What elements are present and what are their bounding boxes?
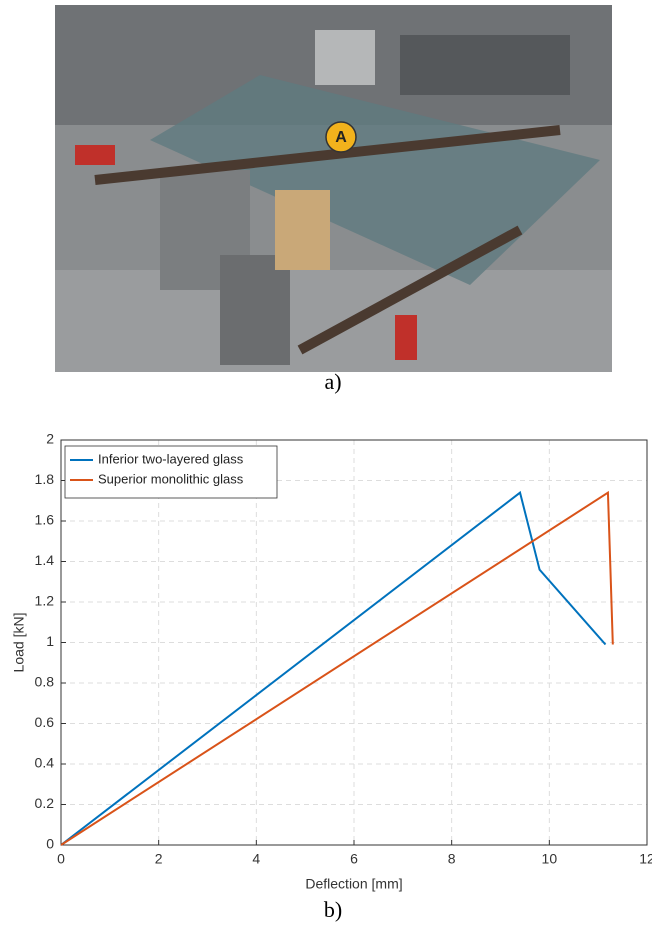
legend-label: Inferior two-layered glass (98, 451, 244, 466)
y-tick-label: 0.8 (35, 674, 55, 690)
x-tick-label: 8 (448, 851, 456, 867)
photo-frame (220, 255, 290, 365)
y-tick-label: 0.2 (35, 795, 55, 811)
photo-marker-label: A (335, 129, 347, 146)
photo-clamp (75, 145, 115, 165)
y-tick-label: 0 (46, 836, 54, 852)
caption: a) (324, 369, 341, 394)
figure: A a) b) 0 0.2 0.4 0.6 0.8 1 1.2 1.4 1.6 1.8 2 0 2 4 6 8… (0, 0, 652, 932)
x-axis-label: Deflection [mm] (305, 876, 402, 892)
x-tick-label: 12 (639, 851, 652, 867)
x-tick-label: 2 (155, 851, 163, 867)
caption: b) (324, 897, 342, 922)
y-tick-label: 1.6 (35, 512, 55, 528)
x-tick-label: 4 (252, 851, 260, 867)
x-tick-label: 0 (57, 851, 65, 867)
y-tick-label: 1.2 (35, 593, 55, 609)
x-tick-label: 6 (350, 851, 358, 867)
y-tick-label: 1.8 (35, 471, 55, 487)
y-tick-label: 0.4 (35, 755, 55, 771)
y-axis-label: Load [kN] (11, 613, 27, 673)
photo-clamp (395, 315, 417, 360)
x-tick-label: 10 (542, 851, 558, 867)
y-tick-label: 2 (46, 431, 54, 447)
y-tick-label: 0.6 (35, 714, 55, 730)
photo-floor (55, 270, 612, 372)
photo-wood (275, 190, 330, 270)
y-tick-label: 1.4 (35, 552, 55, 568)
photo-block (400, 35, 570, 95)
chart: 0 0.2 0.4 0.6 0.8 1 1.2 1.4 1.6 1.8 2 0 2 4 6 8 10 12 Defl… (11, 431, 652, 892)
photo: A (55, 5, 612, 372)
y-tick-label: 1 (46, 633, 54, 649)
legend-label: Superior monolithic glass (98, 471, 244, 486)
photo-actuator (315, 30, 375, 85)
